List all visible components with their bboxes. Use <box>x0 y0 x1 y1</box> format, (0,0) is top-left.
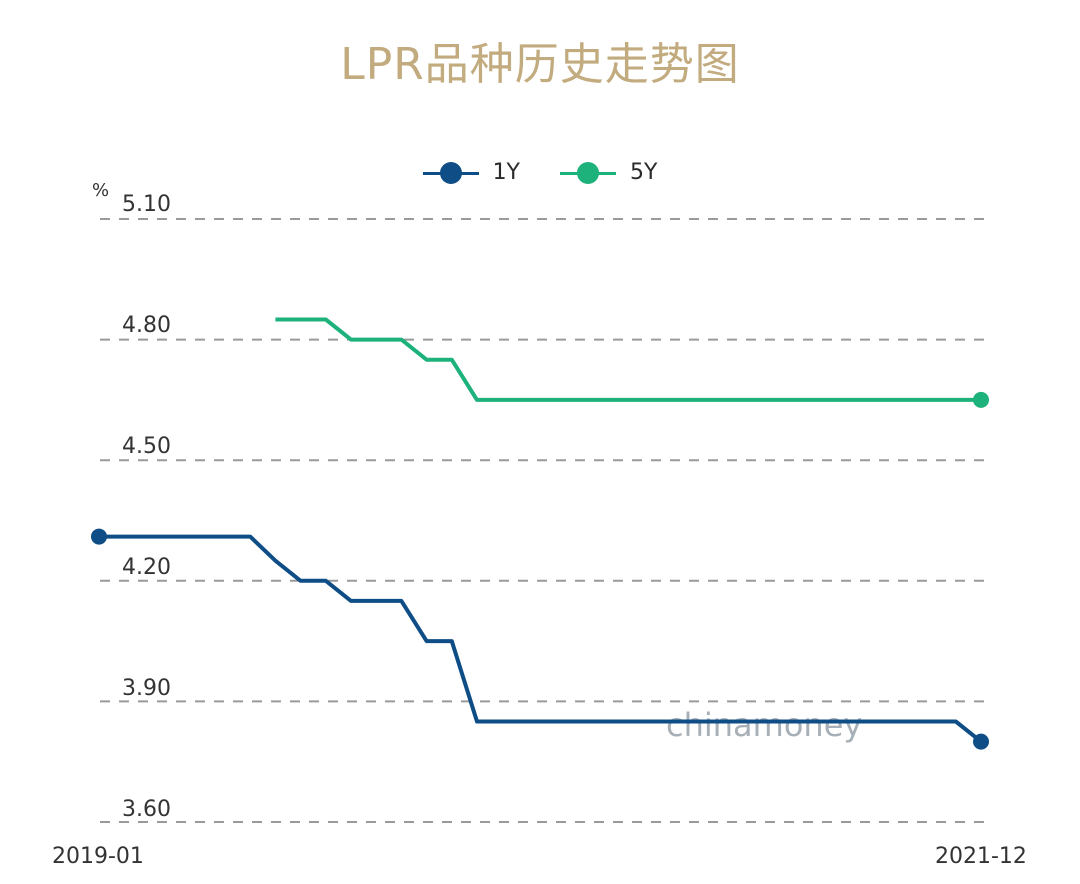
series-line-1y[interactable] <box>99 534 983 744</box>
watermark: chinamoney <box>666 706 863 744</box>
y-axis-unit: % <box>92 180 110 201</box>
data-point-1y[interactable] <box>91 528 107 545</box>
y-tick-label: 4.50 <box>122 434 171 459</box>
legend: 1Y 5Y <box>0 160 1080 185</box>
legend-item-5y[interactable]: 5Y <box>560 160 657 185</box>
legend-swatch-1y <box>422 161 479 185</box>
legend-label-5y: 5Y <box>630 160 658 185</box>
chart-title: LPR品种历史走势图 <box>340 39 740 90</box>
data-point-1y[interactable] <box>973 733 989 750</box>
y-tick-label: 3.60 <box>122 797 171 822</box>
y-tick-label: 4.20 <box>122 555 171 580</box>
y-tick-label: 4.80 <box>122 313 171 338</box>
y-tick-label: 5.10 <box>122 192 171 217</box>
x-tick-label-end: 2021-12 <box>935 844 1027 869</box>
legend-label-1y: 1Y <box>492 160 520 185</box>
series-line-5y[interactable] <box>275 317 981 402</box>
x-tick-label-start: 2019-01 <box>52 844 144 869</box>
data-point-5y[interactable] <box>973 391 989 408</box>
y-tick-label: 3.90 <box>122 676 171 701</box>
legend-swatch-5y <box>560 161 616 185</box>
legend-item-1y[interactable]: 1Y <box>422 160 520 185</box>
